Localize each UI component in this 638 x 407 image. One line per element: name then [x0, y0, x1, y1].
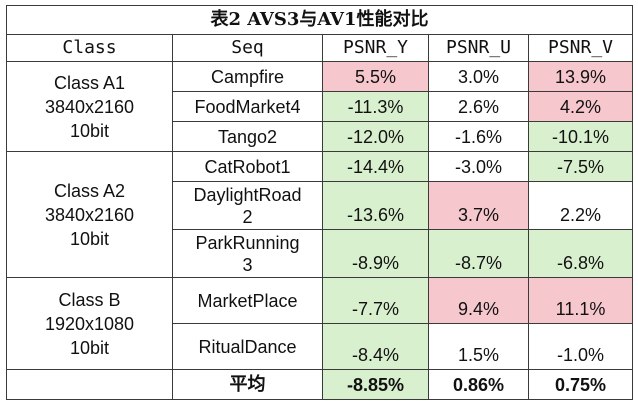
- seq-line: 2: [242, 206, 253, 227]
- seq-line: ParkRunning: [195, 232, 300, 253]
- header-psnr-y: PSNR_Y: [322, 34, 429, 62]
- class-resolution: 3840x2160: [44, 96, 135, 117]
- psnr-v-cell: -6.8%: [527, 229, 634, 278]
- comparison-table: 表2 AVS3与AV1性能对比 Class Seq PSNR_Y PSNR_U …: [5, 5, 634, 400]
- psnr-v-cell: -7.5%: [527, 151, 634, 182]
- psnr-u-cell: 9.4%: [428, 277, 529, 324]
- table-row: RitualDance -8.4% 1.5% -1.0%: [7, 323, 634, 370]
- seq-cell: Tango2: [172, 121, 323, 152]
- psnr-y-cell: -13.6%: [322, 181, 429, 230]
- seq-cell: ParkRunning 3: [172, 229, 323, 278]
- class-cell-b: Class B 1920x1080 10bit: [6, 277, 173, 370]
- psnr-u-cell: 2.6%: [428, 91, 529, 122]
- seq-cell: MarketPlace: [172, 277, 323, 324]
- class-resolution: 3840x2160: [44, 204, 135, 225]
- table-row: DaylightRoad 2 -13.6% 3.7% 2.2%: [7, 181, 634, 230]
- psnr-u-cell: -1.6%: [428, 121, 529, 152]
- psnr-y-cell: -14.4%: [322, 151, 429, 182]
- psnr-v-cell: 2.2%: [527, 181, 634, 230]
- seq-line: 3: [242, 254, 253, 275]
- seq-cell: DaylightRoad 2: [172, 181, 323, 230]
- seq-cell: Campfire: [172, 61, 323, 92]
- average-psnr-u: 0.86%: [428, 369, 529, 400]
- seq-cell: RitualDance: [172, 323, 323, 370]
- header-psnr-u: PSNR_U: [428, 34, 529, 62]
- psnr-y-cell: 5.5%: [322, 61, 429, 92]
- table-title: 表2 AVS3与AV1性能对比: [5, 5, 634, 35]
- class-name: Class A1: [53, 72, 126, 93]
- class-cell-a2: Class A2 3840x2160 10bit: [6, 151, 173, 278]
- psnr-y-cell: -11.3%: [322, 91, 429, 122]
- psnr-v-cell: 13.9%: [527, 61, 634, 92]
- psnr-u-cell: -8.7%: [428, 229, 529, 278]
- class-name: Class A2: [53, 180, 126, 201]
- psnr-v-cell: 11.1%: [527, 277, 634, 324]
- header-psnr-v: PSNR_V: [527, 34, 634, 62]
- class-name: Class B: [58, 289, 121, 310]
- header-class: Class: [6, 34, 173, 62]
- psnr-u-cell: -3.0%: [428, 151, 529, 182]
- average-row: 平均 -8.85% 0.86% 0.75%: [6, 369, 634, 400]
- table-row: Class B 1920x1080 10bit MarketPlace -7.7…: [6, 277, 634, 370]
- table-row: ParkRunning 3 -8.9% -8.7% -6.8%: [7, 229, 634, 278]
- table-row: Class A1 3840x2160 10bit Campfire 5.5% 3…: [6, 61, 634, 152]
- psnr-u-cell: 1.5%: [428, 323, 529, 370]
- table-row: FoodMarket4 -11.3% 2.6% 4.2%: [7, 91, 634, 122]
- psnr-y-cell: -8.9%: [322, 229, 429, 278]
- psnr-u-cell: 3.0%: [428, 61, 529, 92]
- class-depth: 10bit: [69, 120, 110, 141]
- psnr-v-cell: -1.0%: [527, 323, 634, 370]
- psnr-y-cell: -7.7%: [322, 277, 429, 324]
- psnr-y-cell: -8.4%: [322, 323, 429, 370]
- average-label: 平均: [172, 369, 323, 400]
- psnr-u-cell: 3.7%: [428, 181, 529, 230]
- header-seq: Seq: [172, 34, 323, 62]
- psnr-v-cell: 4.2%: [527, 91, 634, 122]
- psnr-y-cell: -12.0%: [322, 121, 429, 152]
- psnr-v-cell: -10.1%: [527, 121, 634, 152]
- average-psnr-y: -8.85%: [322, 369, 429, 400]
- average-psnr-v: 0.75%: [527, 369, 634, 400]
- seq-line: DaylightRoad: [193, 184, 302, 205]
- seq-cell: CatRobot1: [172, 151, 323, 182]
- class-depth: 10bit: [69, 337, 110, 358]
- class-cell-a1: Class A1 3840x2160 10bit: [6, 61, 173, 152]
- empty-cell: [6, 369, 173, 400]
- table-row: Class A2 3840x2160 10bit CatRobot1 -14.4…: [6, 151, 634, 278]
- seq-cell: FoodMarket4: [172, 91, 323, 122]
- class-resolution: 1920x1080: [44, 313, 135, 334]
- table-row: Tango2 -12.0% -1.6% -10.1%: [7, 121, 634, 152]
- comparison-table-container: 表2 AVS3与AV1性能对比 Class Seq PSNR_Y PSNR_U …: [5, 5, 634, 400]
- class-depth: 10bit: [69, 228, 110, 249]
